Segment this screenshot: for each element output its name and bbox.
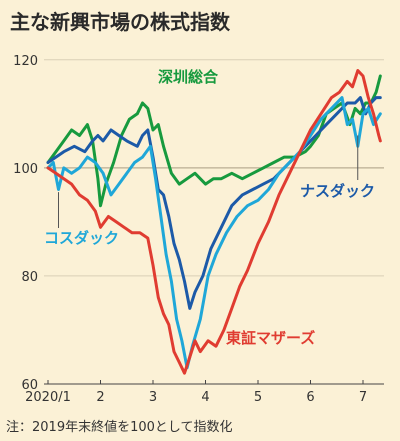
x-tick-label: 6 xyxy=(306,390,314,405)
y-tick-label: 80 xyxy=(21,270,38,285)
chart-title: 主な新興市場の株式指数 xyxy=(10,10,230,34)
x-tick-label: 2 xyxy=(96,390,104,405)
x-tick-label: 2020/1 xyxy=(25,390,71,405)
series-line xyxy=(46,96,382,310)
axes: 60 80 100 120 2020/1 2 3 4 5 6 7 xyxy=(13,54,384,405)
y-tick-label: 60 xyxy=(21,378,38,393)
series-label-mothers: 東証マザーズ xyxy=(226,329,315,347)
series-line xyxy=(46,69,382,375)
y-tick-label: 100 xyxy=(13,162,38,177)
x-tick-label: 3 xyxy=(149,390,157,405)
series-label-nasdaq: ナスダック xyxy=(300,182,375,200)
series-label-kosdaq: コスダック xyxy=(44,229,119,247)
x-tick-label: 5 xyxy=(254,390,262,405)
series-label-shenzhen: 深圳総合 xyxy=(158,68,219,86)
series-group xyxy=(46,69,382,375)
footnote: 注：2019年末終値を100として指数化 xyxy=(6,420,233,435)
series-line xyxy=(46,74,382,208)
x-tick-label: 7 xyxy=(359,390,367,405)
y-tick-label: 120 xyxy=(13,54,38,69)
x-tick-label: 4 xyxy=(201,390,209,405)
